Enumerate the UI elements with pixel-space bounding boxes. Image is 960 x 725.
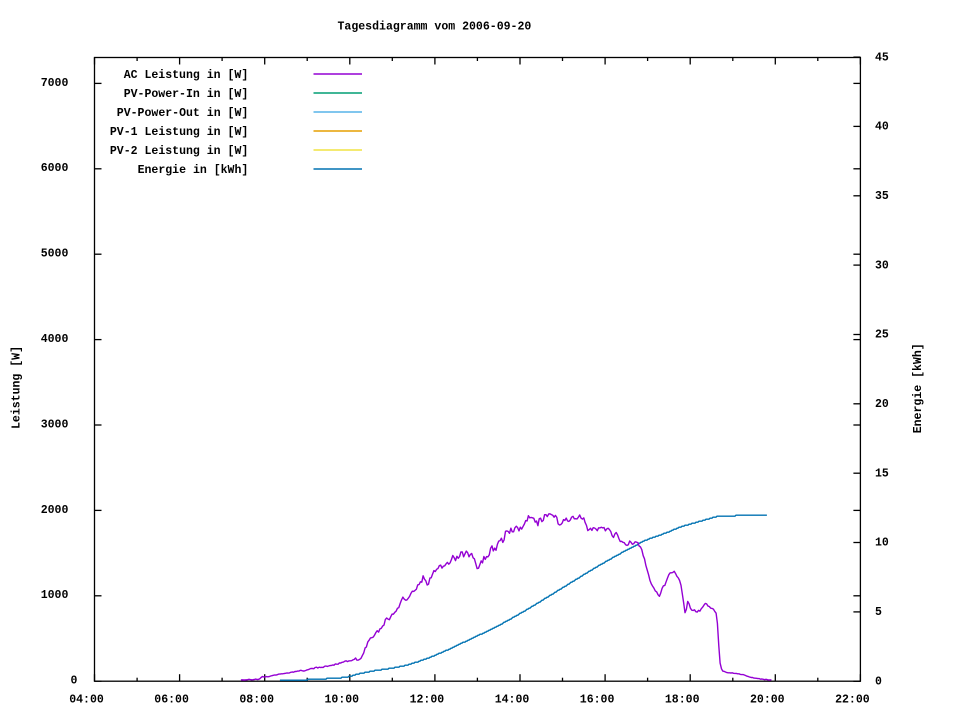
svg-text:10:00: 10:00 — [325, 692, 360, 706]
svg-text:08:00: 08:00 — [239, 692, 274, 706]
svg-text:7000: 7000 — [41, 76, 69, 90]
svg-text:45: 45 — [875, 50, 889, 64]
svg-text:6000: 6000 — [41, 161, 69, 175]
svg-text:PV-Power-Out in [W]: PV-Power-Out in [W] — [117, 106, 249, 120]
svg-text:PV-1 Leistung in [W]: PV-1 Leistung in [W] — [110, 125, 248, 139]
svg-text:35: 35 — [875, 189, 889, 203]
svg-text:Energie in [kWh]: Energie in [kWh] — [138, 163, 249, 177]
svg-text:Tagesdiagramm vom 2006-09-20: Tagesdiagramm vom 2006-09-20 — [338, 20, 532, 34]
svg-text:5000: 5000 — [41, 247, 69, 261]
svg-text:25: 25 — [875, 328, 889, 342]
svg-text:06:00: 06:00 — [154, 692, 189, 706]
svg-text:10: 10 — [875, 536, 889, 550]
svg-text:20:00: 20:00 — [750, 692, 785, 706]
svg-text:30: 30 — [875, 258, 889, 272]
svg-text:20: 20 — [875, 397, 889, 411]
svg-text:3000: 3000 — [41, 417, 69, 431]
svg-text:1000: 1000 — [41, 588, 69, 602]
svg-text:PV-2 Leistung in [W]: PV-2 Leistung in [W] — [110, 144, 248, 158]
svg-text:16:00: 16:00 — [580, 692, 615, 706]
svg-text:18:00: 18:00 — [665, 692, 700, 706]
svg-text:0: 0 — [875, 674, 882, 688]
svg-text:0: 0 — [71, 674, 78, 688]
svg-text:Energie [kWh]: Energie [kWh] — [911, 343, 925, 433]
svg-text:15: 15 — [875, 466, 889, 480]
svg-text:4000: 4000 — [41, 332, 69, 346]
svg-text:AC Leistung in [W]: AC Leistung in [W] — [124, 68, 249, 82]
svg-text:PV-Power-In in [W]: PV-Power-In in [W] — [124, 87, 249, 101]
svg-text:22:00: 22:00 — [835, 692, 870, 706]
svg-text:04:00: 04:00 — [69, 692, 104, 706]
svg-text:14:00: 14:00 — [495, 692, 530, 706]
svg-text:2000: 2000 — [41, 503, 69, 517]
svg-text:5: 5 — [875, 605, 882, 619]
svg-text:12:00: 12:00 — [410, 692, 445, 706]
svg-text:Leistung [W]: Leistung [W] — [10, 346, 24, 429]
svg-text:40: 40 — [875, 120, 889, 134]
